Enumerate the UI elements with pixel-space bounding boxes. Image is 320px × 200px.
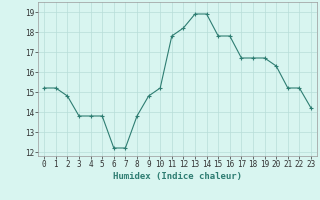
X-axis label: Humidex (Indice chaleur): Humidex (Indice chaleur) [113, 172, 242, 181]
